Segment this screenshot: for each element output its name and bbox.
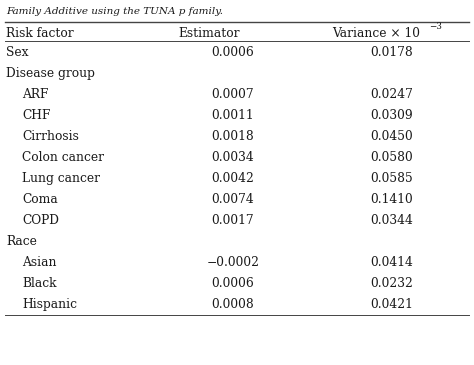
Text: 0.0018: 0.0018 (211, 130, 255, 143)
Text: 0.0008: 0.0008 (211, 298, 255, 311)
Text: 0.0178: 0.0178 (371, 46, 413, 59)
Text: 0.0011: 0.0011 (212, 109, 255, 122)
Text: 0.0017: 0.0017 (212, 214, 255, 227)
Text: 0.0421: 0.0421 (371, 298, 413, 311)
Text: Variance × 10: Variance × 10 (332, 27, 420, 40)
Text: 0.0450: 0.0450 (371, 130, 413, 143)
Text: 0.0309: 0.0309 (371, 109, 413, 122)
Text: −3: −3 (429, 22, 442, 31)
Text: Estimator: Estimator (178, 27, 239, 40)
Text: Family Additive using the TUNA p family.: Family Additive using the TUNA p family. (6, 7, 223, 16)
Text: Colon cancer: Colon cancer (22, 151, 104, 164)
Text: Risk factor: Risk factor (6, 27, 73, 40)
Text: 0.0006: 0.0006 (211, 46, 255, 59)
Text: ARF: ARF (22, 88, 48, 101)
Text: 0.0007: 0.0007 (212, 88, 255, 101)
Text: Disease group: Disease group (6, 67, 95, 80)
Text: Asian: Asian (22, 256, 56, 269)
Text: 0.0006: 0.0006 (211, 277, 255, 290)
Text: 0.0074: 0.0074 (211, 193, 255, 206)
Text: 0.0247: 0.0247 (371, 88, 413, 101)
Text: Black: Black (22, 277, 56, 290)
Text: Cirrhosis: Cirrhosis (22, 130, 79, 143)
Text: 0.0344: 0.0344 (371, 214, 413, 227)
Text: 0.0042: 0.0042 (211, 172, 255, 185)
Text: 0.0414: 0.0414 (371, 256, 413, 269)
Text: Hispanic: Hispanic (22, 298, 77, 311)
Text: Coma: Coma (22, 193, 58, 206)
Text: CHF: CHF (22, 109, 50, 122)
Text: 0.0580: 0.0580 (371, 151, 413, 164)
Text: 0.0585: 0.0585 (371, 172, 413, 185)
Text: 0.0034: 0.0034 (211, 151, 255, 164)
Text: Sex: Sex (6, 46, 28, 59)
Text: COPD: COPD (22, 214, 59, 227)
Text: 0.0232: 0.0232 (371, 277, 413, 290)
Text: −0.0002: −0.0002 (207, 256, 259, 269)
Text: Lung cancer: Lung cancer (22, 172, 100, 185)
Text: Race: Race (6, 235, 37, 248)
Text: 0.1410: 0.1410 (371, 193, 413, 206)
